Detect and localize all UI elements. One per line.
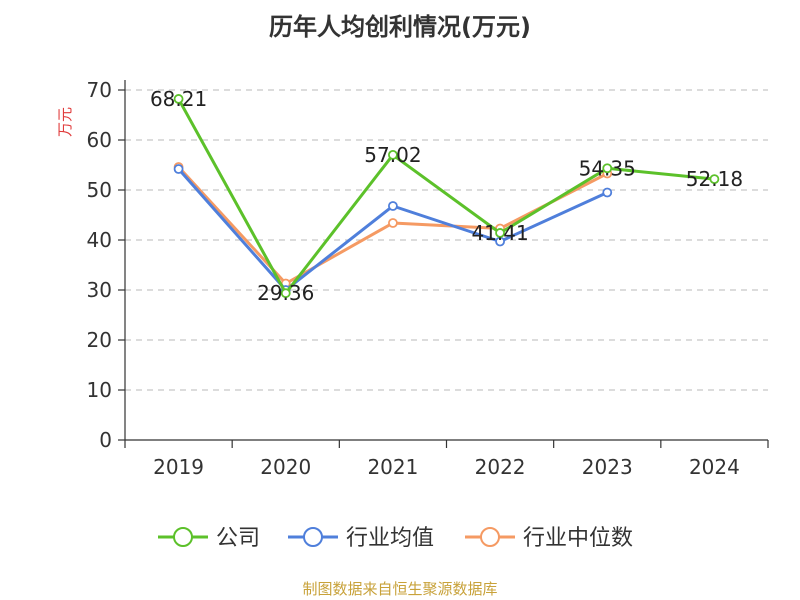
data-labels: 68.21 29.36 57.02 41.41 54.35 52.18 xyxy=(150,87,743,305)
series-0-point-2022 xyxy=(495,228,505,238)
legend-marker-0 xyxy=(173,527,193,547)
data-label-2020: 29.36 xyxy=(257,281,314,305)
legend: 公司 行业均值 行业中位数 xyxy=(158,526,633,551)
y-tick-label-0: 0 xyxy=(99,428,112,452)
axes: 0 10 20 30 40 50 60 70 2019 2020 2021 2022 2023 2024 xyxy=(87,78,769,479)
y-tick-label-40: 40 xyxy=(87,228,112,252)
x-tick-label-2019: 2019 xyxy=(153,455,204,479)
y-tick-label-10: 10 xyxy=(87,378,112,402)
series-1-point-2023 xyxy=(602,187,613,198)
data-label-2022: 41.41 xyxy=(471,221,528,245)
series-0-point-2020 xyxy=(280,288,291,299)
y-tick-label-70: 70 xyxy=(87,78,112,102)
x-tick-label-2021: 2021 xyxy=(367,455,418,479)
data-label-2019: 68.21 xyxy=(150,87,207,111)
data-label-2023: 54.35 xyxy=(579,156,636,180)
data-label-2024: 52.18 xyxy=(686,167,743,191)
legend-label-2: 行业中位数 xyxy=(523,526,633,551)
series-group xyxy=(173,94,720,299)
legend-marker-2 xyxy=(480,527,500,547)
series-2-point-2021 xyxy=(388,218,398,228)
series-line-0 xyxy=(177,98,715,295)
series-0-point-2023 xyxy=(602,163,613,174)
x-tick-label-2024: 2024 xyxy=(689,455,740,479)
data-label-2021: 57.02 xyxy=(364,143,421,167)
x-tick-label-2020: 2020 xyxy=(260,455,311,479)
series-0-point-2021 xyxy=(388,149,398,160)
legend-marker-1 xyxy=(303,527,323,547)
x-tick-label-2023: 2023 xyxy=(582,455,633,479)
legend-label-1: 行业均值 xyxy=(346,526,434,551)
y-tick-label-20: 20 xyxy=(87,328,112,352)
source-note: 制图数据来自恒生聚源数据库 xyxy=(302,580,497,598)
y-tick-label-60: 60 xyxy=(87,128,112,152)
series-1-point-2021 xyxy=(388,201,398,211)
legend-label-0: 公司 xyxy=(216,526,260,551)
x-tick-label-2022: 2022 xyxy=(475,455,526,479)
series-line-1 xyxy=(177,168,608,292)
series-1-point-2019 xyxy=(173,164,184,174)
chart-title: 历年人均创利情况(万元) xyxy=(269,13,531,41)
y-tick-label-30: 30 xyxy=(87,278,112,302)
grid-lines xyxy=(125,89,768,391)
series-0-point-2024 xyxy=(709,174,720,185)
series-0-point-2019 xyxy=(173,94,184,104)
y-tick-label-50: 50 xyxy=(87,178,112,202)
y-axis-label: 万元 xyxy=(56,107,74,137)
